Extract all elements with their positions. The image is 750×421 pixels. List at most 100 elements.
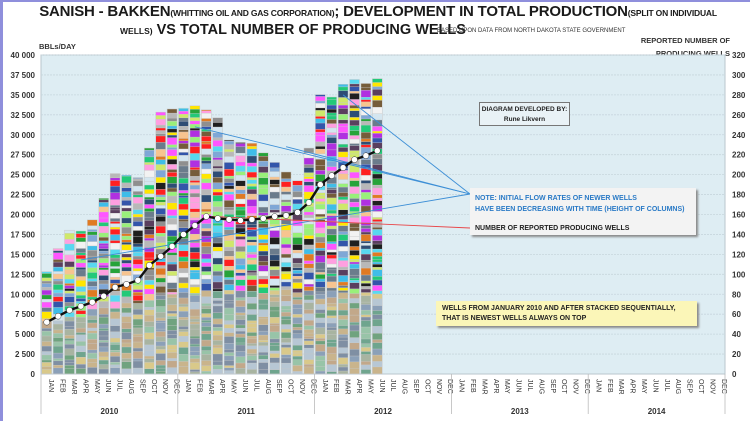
bar-segment: [349, 240, 360, 247]
bar-segment: [144, 177, 154, 182]
y2-tick-label: 200: [732, 171, 746, 180]
bar-segment: [178, 245, 189, 251]
wells-marker: [237, 217, 244, 224]
bar-segment: [270, 323, 280, 326]
bar-segment: [99, 206, 109, 212]
y2-tick-label: 40: [732, 330, 741, 339]
bar-segment: [201, 306, 211, 309]
bar-segment: [144, 309, 154, 316]
bar-segment: [372, 249, 382, 253]
bar-segment: [42, 311, 52, 319]
bar-segment: [338, 257, 348, 261]
bar-segment: [144, 339, 154, 345]
bar-segment: [201, 279, 211, 284]
bar-segment: [247, 254, 257, 258]
bar-segment: [190, 352, 200, 356]
bar-segment: [201, 131, 211, 137]
bar-segment: [133, 256, 143, 260]
credit-author: Rune Likvern: [503, 116, 546, 123]
bar-segment: [87, 229, 97, 232]
wells-marker: [271, 213, 278, 220]
bar-segment: [201, 259, 211, 263]
bar-segment: [315, 360, 325, 367]
bar-segment: [349, 120, 360, 126]
bar-segment: [327, 310, 337, 316]
bar-segment: [110, 342, 120, 345]
bar-segment: [121, 339, 132, 343]
bar-segment: [201, 231, 211, 236]
bar-segment: [361, 225, 371, 229]
bar-segment: [292, 297, 303, 300]
bar-segment: [178, 221, 189, 228]
bar-segment: [247, 356, 257, 361]
bar-segment: [372, 294, 382, 299]
bar-segment: [349, 178, 360, 181]
bar-segment: [349, 250, 360, 256]
bar-segment: [190, 217, 200, 220]
bar: [201, 109, 212, 374]
bar-segment: [144, 240, 154, 248]
bar-segment: [213, 304, 223, 306]
bar-segment: [144, 275, 154, 280]
bar-segment: [372, 252, 382, 257]
bar-segment: [258, 279, 268, 284]
bar-segment: [247, 183, 257, 187]
bar-segment: [247, 309, 257, 315]
bar-segment: [99, 200, 109, 203]
bar-segment: [315, 366, 325, 371]
bar-segment: [372, 280, 382, 286]
wells-marker: [203, 213, 210, 220]
bar-segment: [190, 272, 200, 280]
bar-segment: [133, 197, 143, 204]
bar-segment: [327, 150, 337, 157]
bar-segment: [64, 348, 75, 355]
bar-segment: [42, 299, 52, 302]
bar-segment: [201, 360, 211, 366]
bar-segment: [156, 119, 166, 125]
bar-segment: [247, 353, 257, 356]
bar-segment: [361, 106, 371, 109]
bar-segment: [213, 289, 223, 291]
bar-segment: [235, 368, 246, 374]
bar-segment: [270, 332, 280, 339]
bar-segment: [304, 181, 314, 186]
title-main-2: ; DEVELOPMENT IN TOTAL PRODUCTION: [334, 3, 628, 20]
bar-segment: [235, 291, 246, 298]
bar-segment: [372, 244, 382, 249]
bar-segment: [224, 324, 234, 329]
bar-segment: [178, 121, 189, 127]
bar-segment: [156, 346, 166, 350]
bar-segment: [178, 219, 189, 222]
bar-segment: [99, 258, 109, 263]
bar-segment: [133, 342, 143, 348]
bar-segment: [64, 296, 75, 303]
bar-segment: [42, 360, 52, 363]
bar-segment: [270, 237, 280, 245]
bar-segment: [372, 126, 382, 131]
bar-segment: [372, 262, 382, 265]
bar-segment: [281, 248, 291, 254]
bar-segment: [42, 366, 52, 370]
bar-segment: [76, 231, 86, 234]
bar-segment: [270, 297, 280, 302]
bar-segment: [178, 166, 189, 173]
bar-segment: [338, 183, 348, 187]
bar-segment: [167, 367, 177, 374]
bar-segment: [235, 180, 246, 186]
y2-tick-label: 180: [732, 191, 746, 200]
bar-segment: [327, 221, 337, 226]
bar-segment: [235, 356, 246, 363]
bar-segment: [64, 368, 75, 374]
bar-segment: [190, 309, 200, 316]
bar-segment: [327, 229, 337, 235]
bar-segment: [190, 121, 200, 125]
bar-segment: [42, 302, 52, 308]
bar-segment: [213, 369, 223, 374]
bar-segment: [361, 139, 371, 142]
bar: [87, 219, 98, 374]
bar-segment: [87, 350, 97, 353]
bar-segment: [361, 234, 371, 241]
bar-segment: [99, 233, 109, 238]
bar-segment: [258, 362, 268, 370]
title-vs: VS TOTAL NUMBER OF PRODUCING WELLS: [152, 22, 466, 38]
